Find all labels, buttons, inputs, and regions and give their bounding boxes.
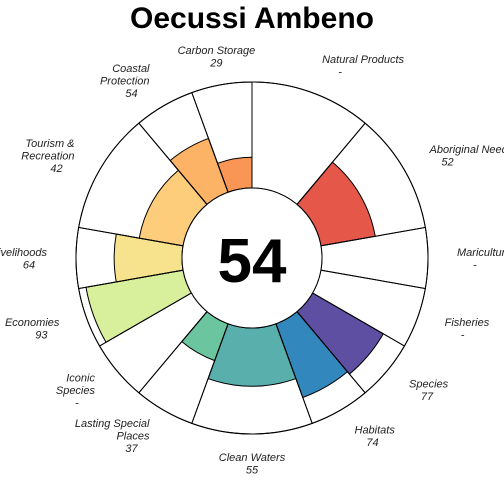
- petal-label-mar: Mariculture-: [457, 247, 504, 271]
- petal-name-mar: Mariculture: [457, 247, 504, 259]
- petal-label-fis: Fisheries -: [445, 317, 490, 342]
- petal-label-ico: Iconic Species -: [56, 372, 96, 409]
- petal-name-liv: Livelihoods: [0, 247, 47, 259]
- petal-name-spp: Species: [409, 379, 449, 391]
- petal-name-an: Aboriginal Needs: [429, 144, 504, 156]
- petal-label-tr: Tourism & Recreation 42: [21, 138, 74, 175]
- petal-score-mar: -: [473, 259, 477, 271]
- petal-label-an: Aboriginal Needs52: [429, 144, 504, 169]
- petal-name-eco: Economies: [5, 317, 60, 329]
- label-group: Natural Products-Aboriginal Needs52Maric…: [0, 45, 504, 476]
- petal-score-cs: 29: [209, 57, 222, 69]
- petal-name-cw: Clean Waters: [219, 452, 286, 464]
- petal-label-liv: Livelihoods64: [0, 247, 47, 271]
- petal-score-tr: 42: [50, 163, 62, 175]
- petal-label-lsp: Lasting Special Places 37: [75, 418, 150, 455]
- chart-title: Oecussi Ambeno: [130, 2, 374, 35]
- petal-label-eco: Economies 93: [5, 317, 60, 342]
- petal-score-np: -: [338, 67, 342, 79]
- center-circle: [181, 187, 323, 329]
- petal-name-np: Natural Products: [322, 54, 404, 66]
- petal-label-spp: Species 77: [409, 379, 449, 404]
- petal-label-cp: Coastal Protection 54: [100, 63, 150, 100]
- petal-score-an: 52: [441, 157, 453, 169]
- center-score: 54: [218, 227, 287, 296]
- petal-score-liv: 64: [23, 259, 35, 271]
- petal-score-cw: 55: [246, 464, 259, 476]
- petal-name-cs: Carbon Storage: [178, 45, 256, 57]
- petal-name-cp: Protection: [100, 76, 150, 88]
- petal-eco: [85, 269, 193, 343]
- petal-label-cw: Clean Waters 55: [219, 452, 286, 477]
- petal-name-cp: Coastal: [112, 63, 150, 75]
- petal-name-lsp: Lasting Special: [75, 418, 150, 430]
- petal-name-ico: Iconic: [66, 372, 95, 384]
- petal-name-ico: Species: [56, 385, 96, 397]
- petal-score-lsp: 37: [125, 443, 138, 455]
- petal-name-tr: Recreation: [21, 151, 74, 163]
- petal-name-hab: Habitats: [355, 424, 396, 436]
- petal-score-ico: -: [75, 397, 79, 409]
- petal-score-fis: -: [461, 329, 465, 341]
- petal-score-hab: 74: [366, 437, 378, 449]
- petal-score-cp: 54: [125, 88, 137, 100]
- outer-circle: [75, 81, 429, 435]
- petal-label-cs: Carbon Storage 29: [178, 45, 256, 70]
- petal-label-np: Natural Products -: [322, 54, 404, 79]
- petal-score-eco: 93: [35, 329, 48, 341]
- petal-name-lsp: Places: [116, 431, 150, 443]
- petal-score-spp: 77: [421, 391, 434, 403]
- petal-label-hab: Habitats 74: [355, 424, 396, 449]
- petal-name-tr: Tourism &: [25, 138, 74, 150]
- petal-name-fis: Fisheries: [445, 317, 490, 329]
